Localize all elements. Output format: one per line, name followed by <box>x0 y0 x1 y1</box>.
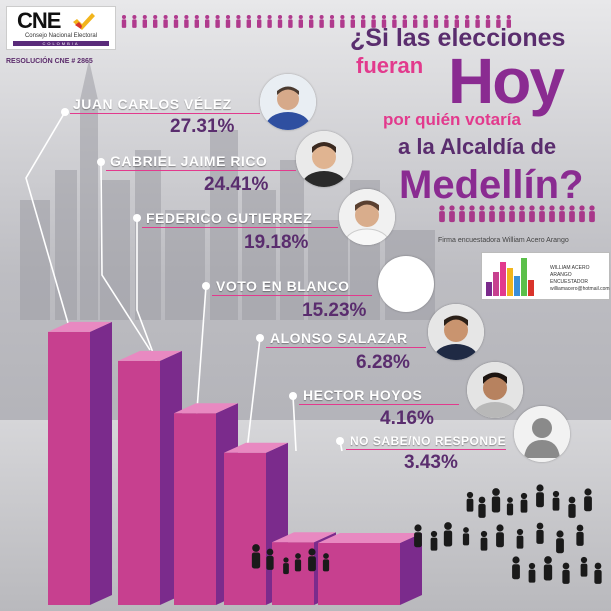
pollster-logo-icon <box>486 258 534 296</box>
bar-front <box>48 331 90 605</box>
candidate-name-1: JUAN CARLOS VÉLEZ <box>73 96 232 112</box>
title-line-5: a la Alcaldía de <box>398 134 557 159</box>
bar-front <box>174 413 216 605</box>
bar-top <box>318 533 382 543</box>
candidate-pct-2: 24.41% <box>204 174 269 195</box>
unknown-person-photo <box>514 406 570 462</box>
bar-2 <box>118 350 182 605</box>
candidate-pct-6: 4.16% <box>380 408 434 429</box>
underline-7 <box>346 449 506 450</box>
title-line-4: por quién votaría <box>383 110 521 129</box>
bar-front <box>358 543 400 605</box>
candidate-photo-6 <box>467 362 523 418</box>
bar-front <box>224 452 266 605</box>
bar-top <box>174 403 238 414</box>
candidate-pct-5: 6.28% <box>356 352 410 373</box>
underline-1 <box>70 113 260 114</box>
checkmark-icon <box>73 13 95 30</box>
candidate-photo-1 <box>260 74 316 130</box>
bar-front <box>118 360 160 605</box>
pollster-name: WILLIAM ACERO ARANGO ENCUESTADOR william… <box>550 265 610 292</box>
person-portrait-icon <box>296 131 352 187</box>
bar-top <box>358 533 422 543</box>
title-line-3: Hoy <box>448 45 565 117</box>
candidate-name-7: NO SABE/NO RESPONDE <box>350 434 507 448</box>
bar-front <box>318 543 360 605</box>
underline-3 <box>142 227 338 228</box>
underline-5 <box>266 347 426 348</box>
person-portrait-icon <box>339 189 395 245</box>
underline-2 <box>106 170 296 171</box>
bar-side <box>400 533 422 605</box>
person-portrait-icon <box>467 362 523 418</box>
resolution-text: RESOLUCIÓN CNE # 2865 <box>6 58 93 65</box>
underline-6 <box>299 404 459 405</box>
pollster-signature: Firma encuestadora William Acero Arango <box>438 237 569 244</box>
bar-side <box>90 321 112 605</box>
bar-7 <box>358 533 422 605</box>
bar-front <box>272 542 314 605</box>
person-silhouette-icon <box>514 406 570 462</box>
blank-vote-circle <box>378 256 434 312</box>
logo-subtitle: Consejo Nacional Electoral <box>24 33 98 39</box>
title-line-6: Medellín? <box>399 163 584 207</box>
candidate-photo-2 <box>296 131 352 187</box>
candidate-pct-7: 3.43% <box>404 452 458 473</box>
candidate-name-2: GABRIEL JAIME RICO <box>110 153 268 169</box>
candidate-pct-1: 27.31% <box>170 116 235 137</box>
pollster-card: WILLIAM ACERO ARANGO ENCUESTADOR william… <box>481 252 610 300</box>
candidate-pct-3: 19.18% <box>244 232 309 253</box>
candidate-name-5: ALONSO SALAZAR <box>270 330 408 346</box>
person-portrait-icon <box>260 74 316 130</box>
candidate-pct-4: 15.23% <box>302 300 367 321</box>
person-portrait-icon <box>428 304 484 360</box>
title-line-2: fueran <box>356 53 424 78</box>
title-line-1: ¿Si las elecciones <box>350 24 566 52</box>
candidate-photo-3 <box>339 189 395 245</box>
candidate-photo-5 <box>428 304 484 360</box>
logo-text: CNE <box>17 8 61 33</box>
bar-top <box>48 321 112 332</box>
bar-top <box>272 532 336 543</box>
crowd-small <box>439 205 595 223</box>
crowd-banner <box>121 14 512 28</box>
bar-top <box>224 442 288 453</box>
bar-1 <box>48 321 112 605</box>
cne-logo: CNE Consejo Nacional Electoral COLOMBIA <box>6 6 116 50</box>
candidate-name-6: HECTOR HOYOS <box>303 387 423 403</box>
logo-country: COLOMBIA <box>13 41 109 46</box>
candidate-name-4: VOTO EN BLANCO <box>216 278 350 294</box>
candidate-name-3: FEDERICO GUTIERREZ <box>146 210 313 226</box>
bar-top <box>118 350 182 361</box>
underline-4 <box>212 295 372 296</box>
